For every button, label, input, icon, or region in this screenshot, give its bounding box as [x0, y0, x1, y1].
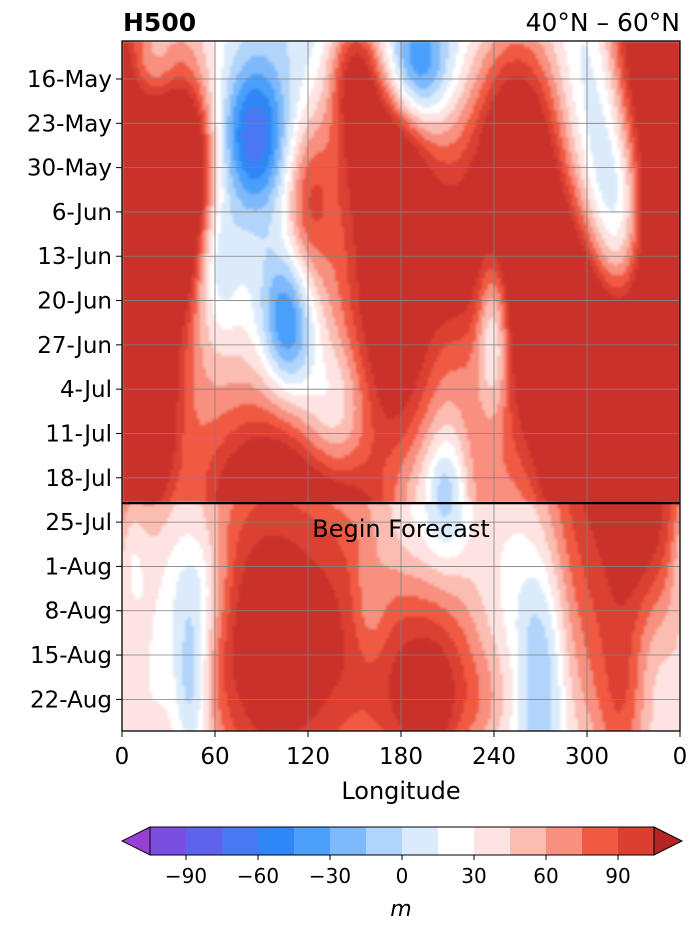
x-tick-label: 0 [673, 744, 688, 770]
colorbar-tick-label: −90 [165, 864, 207, 888]
hovmoller-chart: Begin Forecast H500 40°N – 60°N 16-May 23… [0, 0, 700, 931]
colorbar-segment [186, 827, 223, 855]
forecast-annotation: Begin Forecast [312, 515, 490, 543]
colorbar-segment [510, 827, 547, 855]
colorbar-segment [546, 827, 583, 855]
y-tick-label: 13-Jun [37, 244, 112, 270]
y-tick-label: 25-Jul [45, 510, 112, 536]
y-tick-label: 15-Aug [30, 643, 112, 669]
colorbar-segment [438, 827, 475, 855]
colorbar-segment [150, 827, 187, 855]
y-tick-label: 22-Aug [30, 687, 112, 713]
colorbar-segment [402, 827, 439, 855]
colorbar-tick-label: 60 [533, 864, 558, 888]
colorbar-segment [366, 827, 403, 855]
y-tick-label: 6-Jun [52, 200, 112, 226]
colorbar: −90 −60 −30 0 30 60 90 [122, 827, 682, 888]
chart-title-left: H500 [123, 8, 196, 37]
colorbar-extend-high [654, 827, 682, 855]
colorbar-tick-label: −30 [309, 864, 351, 888]
y-tick-label: 11-Jul [45, 421, 112, 447]
y-tick-label: 23-May [27, 111, 112, 137]
colorbar-segment [330, 827, 367, 855]
y-tick-label: 18-Jul [45, 466, 112, 492]
colorbar-segment [582, 827, 619, 855]
y-axis: 16-May 23-May 30-May 6-Jun 13-Jun 20-Jun 27-Ju… [27, 67, 122, 713]
colorbar-extend-low [122, 827, 150, 855]
plot-area: Begin Forecast [122, 41, 681, 732]
x-tick-label: 120 [286, 744, 330, 770]
colorbar-segment [474, 827, 511, 855]
colorbar-segment [258, 827, 295, 855]
colorbar-label: m [390, 897, 411, 922]
y-tick-label: 1-Aug [45, 554, 112, 580]
x-tick-label: 300 [565, 744, 609, 770]
colorbar-segment [618, 827, 655, 855]
colorbar-tick-label: 30 [461, 864, 486, 888]
y-tick-label: 27-Jun [37, 333, 112, 359]
y-tick-label: 8-Aug [45, 599, 112, 625]
colorbar-segment [294, 827, 331, 855]
x-tick-label: 240 [472, 744, 516, 770]
y-tick-label: 20-Jun [37, 289, 112, 315]
chart-title-right: 40°N – 60°N [526, 8, 680, 37]
x-tick-label: 180 [379, 744, 423, 770]
y-tick-label: 4-Jul [60, 377, 112, 403]
x-tick-label: 60 [200, 744, 229, 770]
x-axis-label: Longitude [341, 777, 460, 805]
y-tick-label: 16-May [27, 67, 112, 93]
y-tick-label: 30-May [27, 156, 112, 182]
colorbar-tick-label: −60 [237, 864, 279, 888]
colorbar-segment [222, 827, 259, 855]
x-tick-label: 0 [115, 744, 130, 770]
colorbar-tick-label: 90 [605, 864, 630, 888]
colorbar-tick-label: 0 [396, 864, 409, 888]
x-axis: 0 60 120 180 240 300 0 [115, 731, 688, 770]
